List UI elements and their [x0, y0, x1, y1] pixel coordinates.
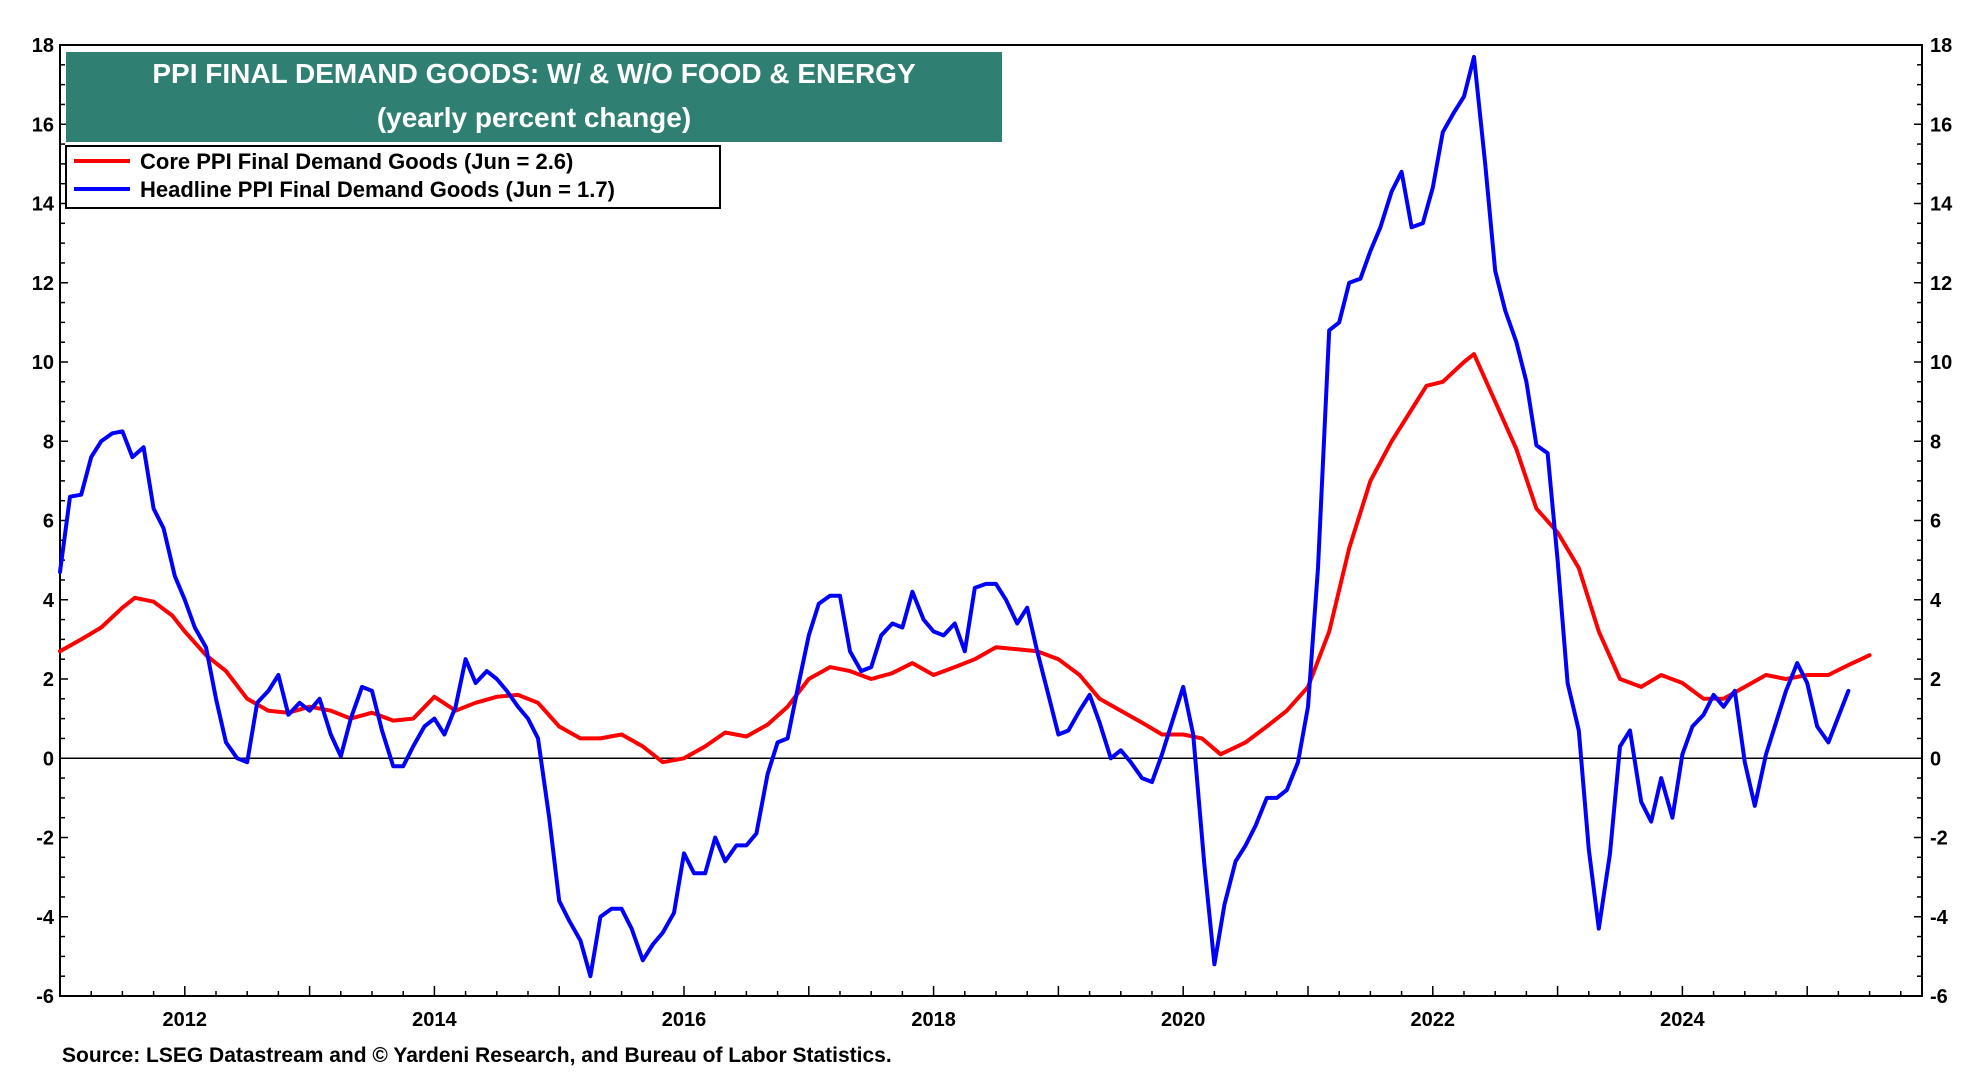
series-line-headline	[58, 54, 1851, 979]
legend: Core PPI Final Demand Goods (Jun = 2.6) …	[65, 145, 721, 209]
legend-label-core: Core PPI Final Demand Goods (Jun = 2.6)	[140, 149, 573, 174]
y-tick-label-left: 14	[32, 194, 55, 216]
x-tick-label: 2024	[1660, 1009, 1705, 1031]
y-tick-label-left: 2	[43, 669, 54, 691]
y-tick-label-left: 18	[32, 35, 54, 57]
y-tick-label-left: 16	[32, 114, 54, 136]
legend-label-headline: Headline PPI Final Demand Goods (Jun = 1…	[140, 177, 615, 202]
y-tick-label-right: 0	[1930, 748, 1941, 770]
y-tick-label-left: 4	[43, 590, 55, 612]
y-tick-label-left: -6	[36, 986, 54, 1008]
series-line-core	[58, 352, 1872, 765]
source-note: Source: LSEG Datastream and © Yardeni Re…	[62, 1044, 892, 1067]
y-tick-label-right: 14	[1930, 194, 1953, 216]
y-tick-label-right: 2	[1930, 669, 1941, 691]
y-tick-label-right: 16	[1930, 114, 1952, 136]
y-tick-label-right: 12	[1930, 273, 1952, 295]
y-tick-label-right: 18	[1930, 35, 1952, 57]
y-tick-label-left: -4	[36, 907, 55, 929]
x-tick-label: 2020	[1161, 1009, 1206, 1031]
y-tick-label-left: 6	[43, 511, 54, 533]
y-tick-label-left: 12	[32, 273, 54, 295]
x-tick-label: 2022	[1411, 1009, 1456, 1031]
x-tick-label: 2016	[662, 1009, 707, 1031]
chart-subtitle: (yearly percent change)	[377, 102, 691, 133]
axes: -6 -6 -4 -4 -2 -2 0 0 2 2 4 4 6 6 8 8 10 10 12 12 14 14 16 16 18…	[32, 35, 1953, 1031]
y-tick-label-right: -6	[1930, 986, 1948, 1008]
x-tick-label: 2014	[412, 1009, 457, 1031]
x-tick-label: 2012	[163, 1009, 208, 1031]
y-tick-label-left: 0	[43, 748, 54, 770]
y-tick-label-left: -2	[36, 828, 54, 850]
y-tick-label-left: 8	[43, 431, 54, 453]
y-tick-label-right: 10	[1930, 352, 1952, 374]
x-tick-label: 2018	[911, 1009, 956, 1031]
legend-box	[65, 145, 721, 209]
y-tick-label-right: 4	[1930, 590, 1942, 612]
y-tick-label-right: -2	[1930, 828, 1948, 850]
title-box: PPI FINAL DEMAND GOODS: W/ & W/O FOOD & …	[66, 52, 1002, 142]
chart-title: PPI FINAL DEMAND GOODS: W/ & W/O FOOD & …	[152, 58, 916, 89]
y-tick-label-right: -4	[1930, 907, 1949, 929]
y-tick-label-left: 10	[32, 352, 54, 374]
series-layer	[58, 54, 1872, 979]
y-tick-label-right: 8	[1930, 431, 1941, 453]
y-tick-label-right: 6	[1930, 511, 1941, 533]
title-background	[66, 52, 1002, 142]
